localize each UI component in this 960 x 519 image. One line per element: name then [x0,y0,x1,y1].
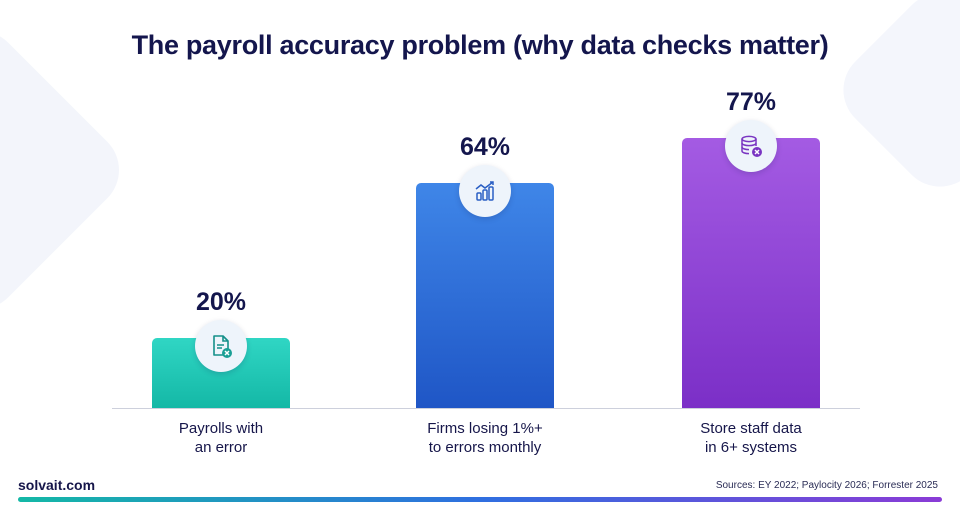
category-label-line: an error [194,439,248,456]
category-label-line: in 6+ systems [704,439,798,456]
chart-baseline [112,408,860,409]
footer-gradient-bar [18,497,942,502]
value-label-2: 64% [459,133,511,162]
growth-chart-icon [459,165,511,218]
value-label-3: 77% [725,87,777,116]
category-label-line: Store staff data [700,420,802,437]
category-label-line: Firms losing 1%+ [427,420,543,437]
category-label-1: Payrolls with an error [131,419,311,457]
chart-title: The payroll accuracy problem (why data c… [131,30,829,60]
category-label-3: Store staff data in 6+ systems [661,419,841,457]
footer-sources: Sources: EY 2022; Paylocity 2026; Forres… [715,480,938,491]
bar-2 [416,183,554,408]
footer-brand: solvait.com [18,477,96,493]
document-error-icon [195,319,247,372]
bar-3 [682,137,820,408]
value-label-1: 20% [195,287,247,316]
category-label-line: Payrolls with [178,420,264,437]
database-error-icon [725,119,777,172]
category-label-2: Firms losing 1%+ to errors monthly [395,419,575,457]
category-label-line: to errors monthly [428,439,542,456]
background-shape-left [0,14,136,326]
